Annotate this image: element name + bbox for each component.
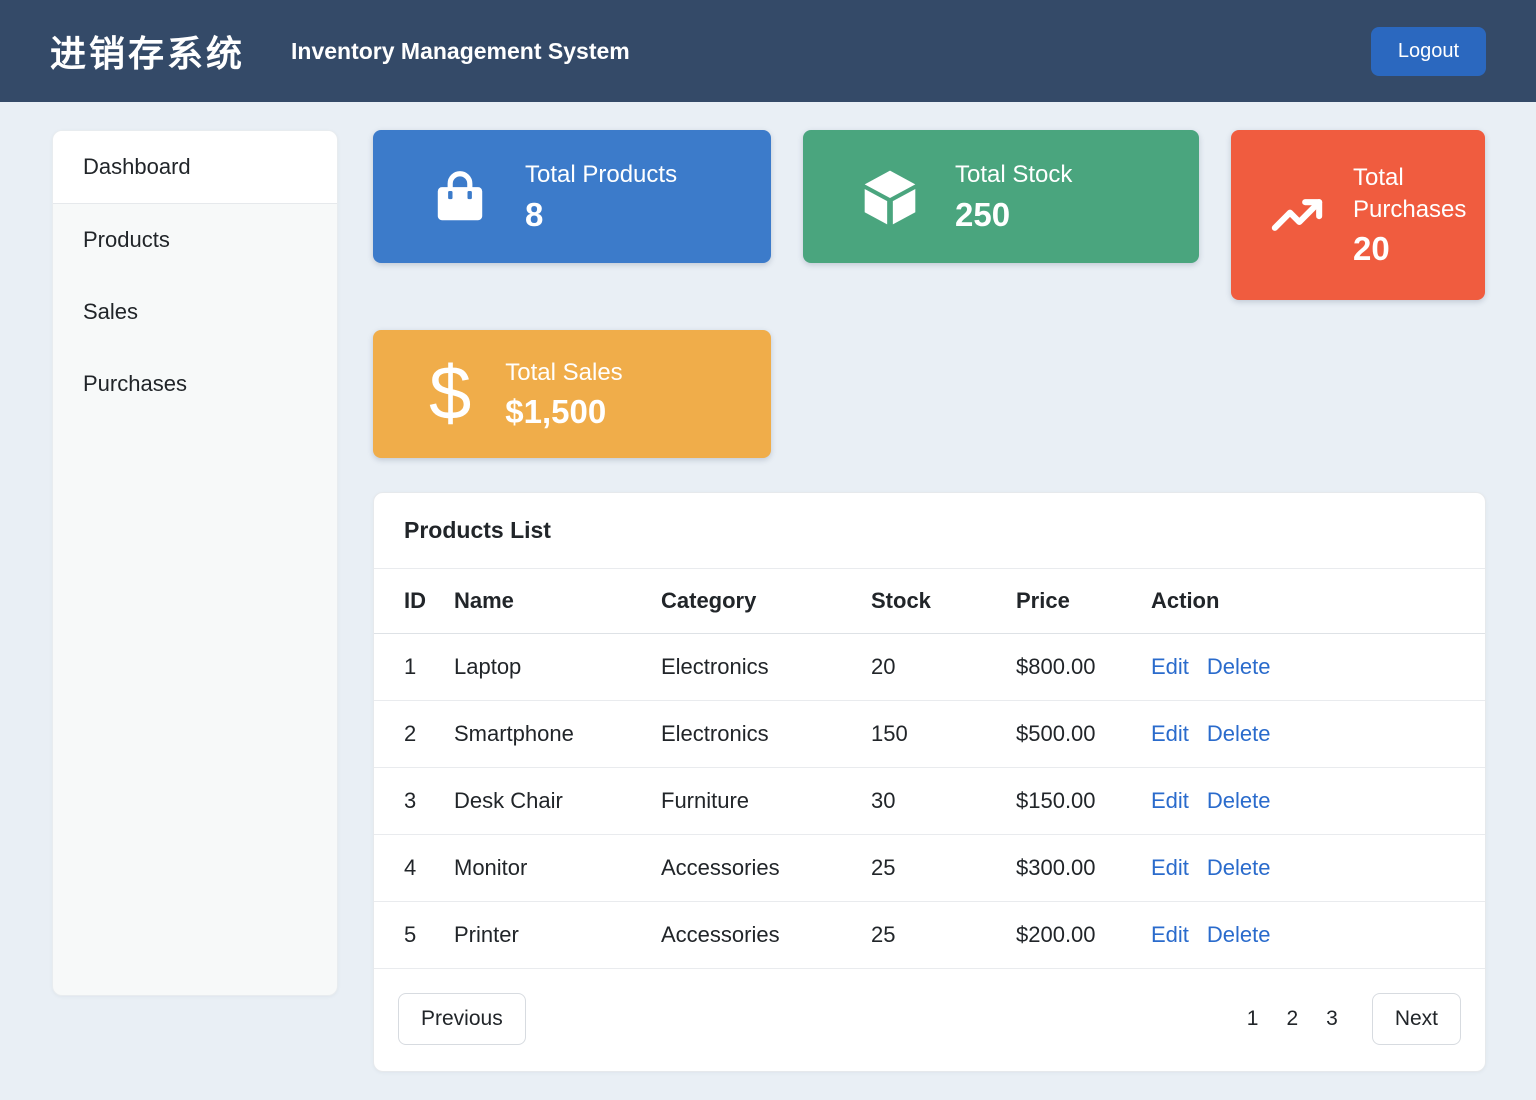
main-content: Total Products 8 Total Stock 250	[373, 130, 1486, 1072]
stat-card-label: Total Sales	[505, 358, 623, 386]
cell-id: 3	[374, 767, 444, 835]
cell-price: $150.00	[1006, 767, 1141, 835]
cell-stock: 150	[861, 700, 1006, 768]
cell-action: Edit Delete	[1141, 767, 1485, 835]
cell-stock: 25	[861, 901, 1006, 969]
column-header-stock: Stock	[861, 569, 1006, 634]
cell-id: 4	[374, 834, 444, 902]
edit-link[interactable]: Edit	[1151, 788, 1189, 813]
column-header-category: Category	[651, 569, 861, 634]
stat-card-value: 20	[1353, 230, 1390, 268]
page-number-2[interactable]: 2	[1286, 1007, 1299, 1030]
stat-card-total-sales: $ Total Sales $1,500	[373, 330, 771, 458]
dollar-icon: $	[429, 351, 472, 436]
trending-up-icon	[1269, 187, 1325, 243]
cell-action: Edit Delete	[1141, 901, 1485, 969]
cell-name: Smartphone	[444, 700, 651, 768]
delete-link[interactable]: Delete	[1206, 855, 1271, 880]
stat-card-value: $1,500	[505, 393, 607, 431]
cell-id: 1	[374, 633, 444, 701]
table-row: 4 Monitor Accessories 25 $300.00 Edit Del…	[374, 834, 1485, 902]
edit-link[interactable]: Edit	[1151, 855, 1189, 880]
stat-card-value: 8	[525, 195, 544, 233]
top-navbar: 进销存系统 Inventory Management System Logout	[0, 0, 1536, 102]
cell-category: Accessories	[651, 901, 861, 969]
sidebar-item-purchases[interactable]: Purchases	[83, 371, 187, 396]
next-page-button[interactable]: Next	[1371, 993, 1461, 1045]
column-header-name: Name	[444, 569, 651, 634]
stat-card-value: 250	[955, 195, 1011, 233]
cell-action: Edit Delete	[1141, 700, 1485, 768]
stat-card-total-products: Total Products 8	[373, 130, 771, 263]
edit-link[interactable]: Edit	[1151, 654, 1189, 679]
column-header-price: Price	[1006, 569, 1141, 634]
cell-name: Laptop	[444, 633, 651, 701]
cube-icon	[859, 166, 921, 228]
column-header-action: Action	[1141, 569, 1485, 634]
stat-card-text: Total Products 8	[525, 159, 677, 234]
edit-link[interactable]: Edit	[1151, 721, 1189, 746]
cell-category: Electronics	[651, 633, 861, 701]
sidebar-item-sales[interactable]: Sales	[83, 299, 139, 324]
cell-id: 2	[374, 700, 444, 768]
page-number-1[interactable]: 1	[1246, 1007, 1259, 1030]
cell-name: Printer	[444, 901, 651, 969]
column-header-id: ID	[374, 569, 444, 634]
cell-stock: 25	[861, 834, 1006, 902]
page-number-3[interactable]: 3	[1326, 1007, 1338, 1030]
stat-card-text: Total Purchases 20	[1353, 162, 1471, 268]
page-numbers: 1 2 3	[1247, 1007, 1338, 1031]
sidebar-item-dashboard[interactable]: Dashboard	[53, 131, 337, 204]
stat-card-label: Total Stock	[955, 161, 1073, 189]
cell-name: Monitor	[444, 834, 651, 902]
previous-page-button[interactable]: Previous	[398, 993, 526, 1045]
cell-stock: 30	[861, 767, 1006, 835]
shopping-bag-icon	[429, 166, 491, 228]
brand-title-en: Inventory Management System	[291, 37, 630, 64]
cell-action: Edit Delete	[1141, 633, 1485, 701]
table-row: 3 Desk Chair Furniture 30 $150.00 Edit De…	[374, 767, 1485, 835]
products-table: ID Name Category Stock Price Action 1 La…	[374, 569, 1485, 969]
cell-category: Accessories	[651, 834, 861, 902]
brand-title-zh: 进销存系统	[50, 33, 246, 74]
table-row: 1 Laptop Electronics 20 $800.00 Edit Dele…	[374, 633, 1485, 701]
cell-price: $800.00	[1006, 633, 1141, 701]
cell-id: 5	[374, 901, 444, 969]
delete-link[interactable]: Delete	[1206, 922, 1271, 947]
cell-action: Edit Delete	[1141, 834, 1485, 902]
sidebar: Dashboard Products Sales Purchases	[52, 130, 338, 996]
delete-link[interactable]: Delete	[1206, 654, 1271, 679]
pagination-right: 1 2 3 Next	[1247, 993, 1461, 1045]
edit-link[interactable]: Edit	[1151, 922, 1189, 947]
table-header-row: ID Name Category Stock Price Action	[374, 569, 1485, 634]
stat-cards: Total Products 8 Total Stock 250	[373, 130, 1486, 458]
delete-link[interactable]: Delete	[1206, 721, 1271, 746]
logout-button[interactable]: Logout	[1370, 26, 1486, 76]
products-list-card: Products List ID Name Category Stock Pri…	[373, 492, 1486, 1072]
stat-card-label: Total Products	[525, 161, 678, 189]
cell-category: Electronics	[651, 700, 861, 768]
cell-price: $500.00	[1006, 700, 1141, 768]
delete-link[interactable]: Delete	[1206, 788, 1271, 813]
table-row: 5 Printer Accessories 25 $200.00 Edit Del…	[374, 901, 1485, 969]
cell-stock: 20	[861, 633, 1006, 701]
stat-card-text: Total Sales $1,500	[505, 357, 622, 432]
cell-category: Furniture	[651, 767, 861, 835]
products-list-title: Products List	[374, 493, 1485, 569]
stat-card-total-purchases: Total Purchases 20	[1231, 130, 1485, 300]
table-row: 2 Smartphone Electronics 150 $500.00 Edi…	[374, 700, 1485, 768]
stat-card-total-stock: Total Stock 250	[803, 130, 1199, 263]
cell-price: $200.00	[1006, 901, 1141, 969]
pagination: Previous 1 2 3 Next	[374, 969, 1485, 1071]
sidebar-item-products[interactable]: Products	[83, 227, 170, 252]
stat-card-label: Total Purchases	[1353, 163, 1467, 223]
cell-price: $300.00	[1006, 834, 1141, 902]
cell-name: Desk Chair	[444, 767, 651, 835]
stat-card-text: Total Stock 250	[955, 159, 1072, 234]
